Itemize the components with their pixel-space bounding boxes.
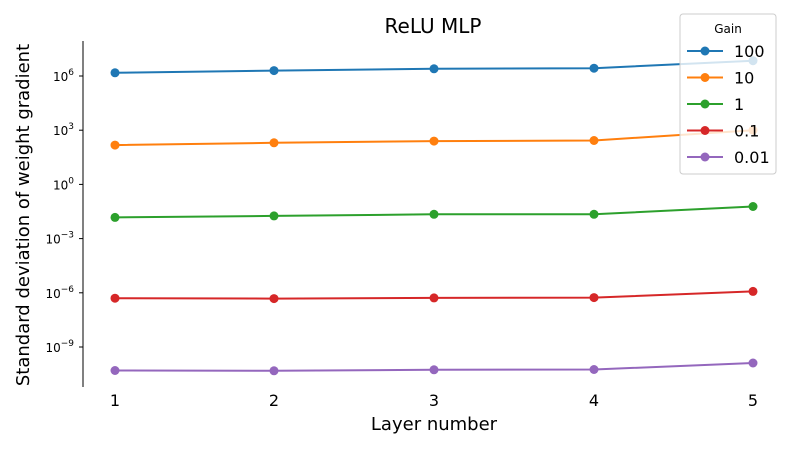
legend-label: 0.01 [734,148,770,167]
legend-entry: 100 [687,42,765,61]
data-point [589,365,599,374]
x-tick-label: 2 [269,391,279,410]
y-tick-base: 10 [53,124,68,138]
series-100 [110,56,758,78]
series-1 [110,202,758,222]
y-tick-base: 10 [45,233,60,247]
data-point [589,293,599,303]
data-point [589,209,599,219]
legend-entry: 0.1 [687,122,759,141]
data-point [748,286,758,296]
data-point [269,138,279,148]
data-point [269,294,279,304]
legend-title: Gain [714,22,742,36]
data-point [429,209,439,219]
legend-label: 100 [734,42,765,61]
y-tick-exponent: 0 [68,176,74,186]
data-point [269,366,279,376]
series-0.01 [110,358,758,376]
y-tick-exponent: −3 [61,231,74,241]
y-tick-label: 10−6 [45,285,74,301]
legend-swatch-marker [700,99,710,109]
data-point [589,63,599,73]
legend-entry: 0.01 [687,148,770,167]
y-tick-exponent: −6 [61,285,75,295]
x-tick-label: 5 [748,391,758,410]
legend-entry: 1 [687,95,744,114]
legend-label: 0.1 [734,122,759,141]
data-point [110,212,120,222]
y-tick-exponent: 3 [68,122,74,132]
y-tick-base: 10 [45,341,60,355]
y-tick-label: 10−9 [45,339,74,355]
legend-label: 10 [734,69,754,88]
data-point [429,136,439,146]
x-tick-label: 4 [589,391,599,410]
series-0.1 [110,286,758,304]
data-point [429,365,439,375]
legend-swatch-marker [700,73,710,82]
data-point [429,293,439,303]
data-point [269,66,279,76]
y-axis-label: Standard deviation of weight gradient [13,44,34,386]
data-point [110,68,120,78]
series-layer [110,56,758,376]
y-tick-label: 106 [53,68,74,84]
legend-entry: 10 [687,69,754,88]
y-tick-base: 10 [53,70,68,84]
data-point [429,64,439,74]
y-tick-base: 10 [53,178,68,192]
series-10 [110,125,758,150]
x-ticks: 1 2 3 4 5 [110,391,758,410]
legend-label: 1 [734,95,744,114]
y-tick-exponent: 6 [68,68,74,78]
y-tick-label: 10−3 [45,231,74,247]
data-point [110,366,120,375]
x-tick-label: 1 [110,391,120,410]
x-axis-label: Layer number [371,414,498,435]
legend: Gain 100 10 1 0.1 0.01 [679,13,777,175]
data-point [110,140,120,150]
x-tick-label: 3 [429,391,439,410]
legend-swatch-marker [700,152,710,162]
data-point [748,358,758,368]
legend-swatch-marker [700,126,710,135]
data-point [110,293,120,303]
y-tick-label: 100 [53,176,74,192]
y-tick-base: 10 [45,287,60,301]
data-point [589,136,599,145]
chart-title: ReLU MLP [385,14,482,38]
data-point [748,202,758,211]
y-tick-label: 103 [53,122,74,138]
legend-entries: 100 10 1 0.1 0.01 [687,42,770,167]
data-point [269,211,279,221]
legend-swatch-marker [700,46,710,56]
y-tick-exponent: −9 [61,339,75,349]
